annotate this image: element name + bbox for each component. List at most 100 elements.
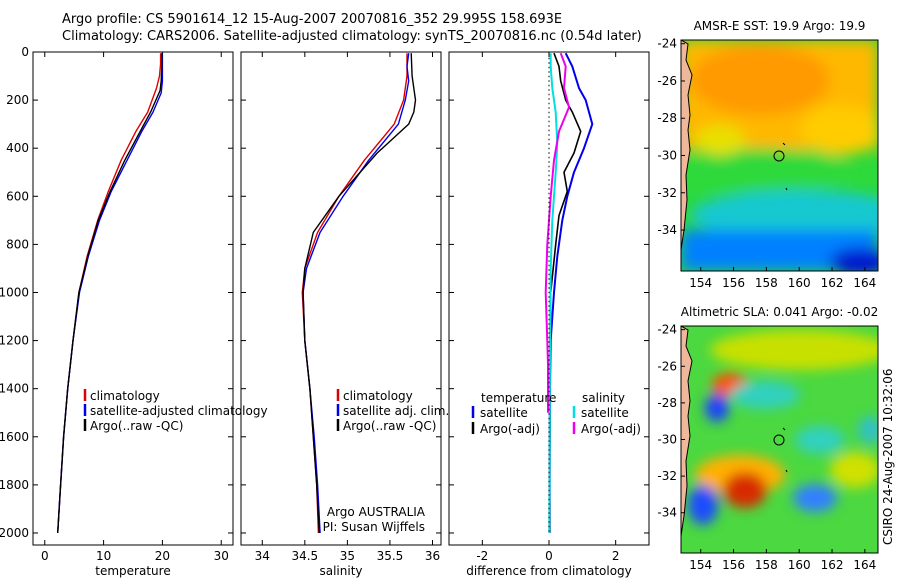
sla-map (680, 325, 879, 554)
sst-map-axes: AMSR-E SST: 19.9 Argo: 19.9 154 156 158 160 1… (657, 19, 876, 290)
temperature-legend-label: satellite-adjusted climatology (90, 404, 268, 418)
difference-legend-header-salinity: salinity (582, 391, 625, 405)
depth-tick-label: 400 (6, 141, 29, 155)
temperature-argo-raw-qc-line (57, 53, 163, 534)
depth-tick-label: 1000 (0, 285, 29, 299)
depth-tick-label: 200 (6, 93, 29, 107)
sla-map-ytick-label: -28 (657, 396, 677, 410)
sla-yellow-band (710, 330, 878, 370)
sla-map-ytick-label: -30 (657, 433, 677, 447)
sst-map-xtick-label: 164 (853, 276, 876, 290)
depth-tick-label: 800 (6, 237, 29, 251)
sst-map-xtick-label: 158 (755, 276, 778, 290)
sst-map-ytick-label: -30 (657, 149, 677, 163)
credit-label: CSIRO 24-Aug-2007 10:32:06 (881, 368, 895, 545)
sst-green-band (681, 148, 850, 192)
salinity-axes-frame (240, 51, 442, 546)
temperature-xtick-label: 0 (41, 549, 49, 563)
sst-cold-core (830, 248, 878, 271)
profile-panel-salinity: 34 34.5 35 35.5 36 salinity climatologysatelli… (240, 51, 449, 578)
sst-track (782, 142, 788, 191)
depth-tick-label: 1800 (0, 478, 29, 492)
temperature-legend-label: Argo(..raw -QC) (90, 419, 183, 433)
sla-yellow-right (830, 452, 878, 488)
sst-map-title: AMSR-E SST: 19.9 Argo: 19.9 (694, 19, 866, 33)
temperature-legend-label: climatology (90, 389, 160, 403)
depth-tick-label: 1400 (0, 382, 29, 396)
temperature-xtick-label: 10 (96, 549, 111, 563)
sla-map-ytick-label: -32 (657, 469, 677, 483)
sst-map-xtick-label: 162 (821, 276, 844, 290)
sst-map-ytick-label: -32 (657, 186, 677, 200)
salinity-xtick-label: 34 (255, 549, 270, 563)
depth-tick-label: 2000 (0, 526, 29, 540)
sst-map-ytick-label: -28 (657, 111, 677, 125)
sla-high-core (723, 472, 767, 508)
difference-legend-label: satellite (581, 406, 629, 420)
figure-title-line-2: Climatology: CARS2006. Satellite-adjuste… (62, 29, 642, 44)
sla-cyan-low (730, 381, 800, 409)
difference-salinity-argo-adj-line (544, 52, 570, 413)
sst-map-xtick-label: 156 (722, 276, 745, 290)
profile-panel-temperature: 0 10 20 30 temperature 0 200 400 600 800 1000 1200 1… (0, 45, 268, 578)
sla-map-ytick-label: -26 (657, 359, 677, 373)
sla-map-title: Altimetric SLA: 0.041 Argo: -0.02 (681, 305, 878, 319)
sla-profile-marker (773, 434, 785, 446)
sla-cyan-patch (795, 426, 845, 454)
sla-map-ytick-label: -34 (657, 506, 677, 520)
difference-xtick-label: -2 (476, 549, 488, 563)
salinity-xtick-label: 35.5 (377, 549, 404, 563)
sla-map-axes: Altimetric SLA: 0.041 Argo: -0.02 154 156 1… (657, 305, 878, 572)
sst-profile-marker (773, 150, 785, 162)
salinity-annotation-line: PI: Susan Wijffels (323, 520, 425, 534)
difference-xlabel: difference from climatology (466, 564, 632, 578)
salinity-legend-label: satellite adj. clim. (343, 404, 449, 418)
sla-map-xtick-label: 164 (853, 558, 876, 572)
sla-map-xtick-label: 162 (821, 558, 844, 572)
sst-map-ytick-label: -24 (657, 37, 677, 51)
figure-title-line-1: Argo profile: CS 5901614_12 15-Aug-2007 … (62, 12, 563, 27)
salinity-xtick-label: 34.5 (291, 549, 318, 563)
sla-map-xtick-label: 154 (689, 558, 712, 572)
sla-map-xtick-label: 160 (788, 558, 811, 572)
sla-map-xtick-label: 158 (755, 558, 778, 572)
difference-legend-label: satellite (480, 406, 528, 420)
sst-warm-core (690, 45, 830, 115)
sst-map-xtick-label: 160 (788, 276, 811, 290)
sst-map (680, 39, 879, 272)
sst-yellow-patch (695, 125, 745, 155)
difference-xtick-label: 2 (612, 549, 620, 563)
depth-tick-label: 600 (6, 189, 29, 203)
salinity-legend-label: climatology (343, 389, 413, 403)
salinity-climatology-line (301, 53, 408, 534)
sla-map-ytick-label: -24 (657, 323, 677, 337)
sst-map-ytick-label: -26 (657, 74, 677, 88)
salinity-xtick-label: 35 (340, 549, 355, 563)
sla-low-1 (705, 394, 729, 422)
sla-low-2 (688, 485, 718, 525)
sst-map-xtick-label: 154 (689, 276, 712, 290)
difference-xtick-label: 0 (545, 549, 553, 563)
temperature-xtick-label: 20 (155, 549, 170, 563)
salinity-annotation-line: Argo AUSTRALIA (327, 505, 426, 519)
temperature-xlabel: temperature (95, 564, 170, 578)
sla-map-xtick-label: 156 (722, 558, 745, 572)
depth-tick-label: 0 (21, 45, 29, 59)
difference-salinity-satellite-line (548, 53, 559, 534)
salinity-legend-label: Argo(..raw -QC) (343, 419, 436, 433)
sst-warm-patch (800, 105, 878, 155)
salinity-argo-raw-qc-line (302, 53, 417, 534)
temperature-satellite-adjusted-climatology-line (57, 53, 164, 534)
difference-legend-label: Argo(-adj) (480, 422, 540, 436)
temperature-xtick-label: 30 (214, 549, 229, 563)
salinity-xlabel: salinity (319, 564, 362, 578)
depth-tick-label: 1200 (0, 334, 29, 348)
difference-legend-header-temperature: temperature (481, 391, 556, 405)
sla-track (782, 427, 788, 473)
sla-cyan-right (858, 416, 878, 444)
depth-tick-label: 1600 (0, 430, 29, 444)
sst-map-ytick-label: -34 (657, 223, 677, 237)
sst-cyan-patch (690, 190, 878, 240)
